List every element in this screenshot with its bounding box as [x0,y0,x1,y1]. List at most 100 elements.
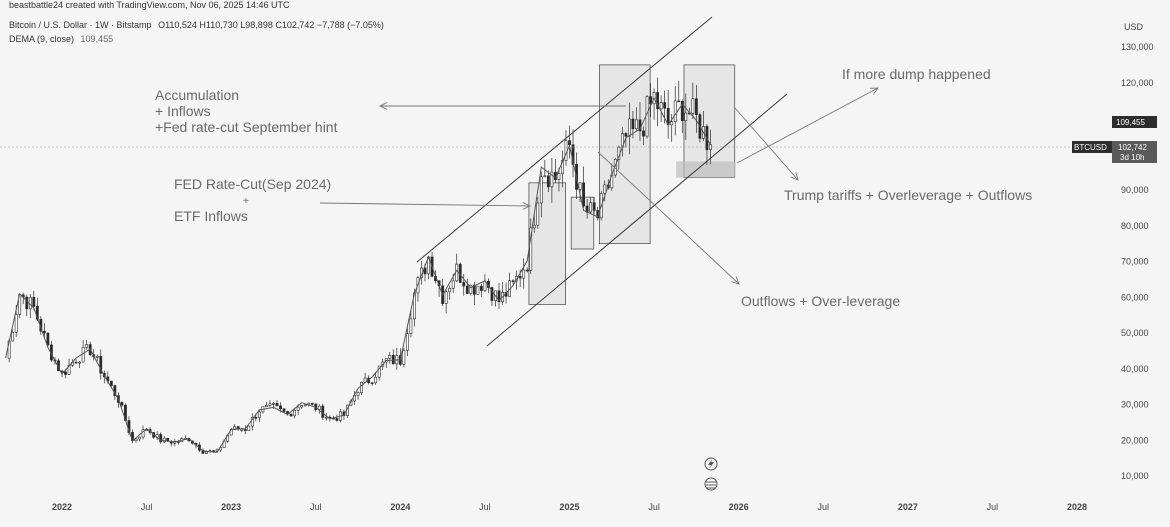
candle-body [289,413,293,417]
candle-body [74,361,78,364]
time-tick-label: Jul [817,502,829,512]
candle-body [321,405,325,418]
time-tick-label: 2026 [729,502,749,512]
arrow-dump-head [869,87,879,95]
time-tick-label: Jul [479,502,491,512]
candle-body [388,355,392,359]
candle-body [465,285,469,294]
candle-body [296,406,300,411]
candle-body [360,381,363,393]
attribution-text: beastbattle24 created with TradingView.c… [9,0,290,10]
candle-body [272,403,275,405]
candle-body [405,333,409,351]
time-tick-label: 2028 [1067,502,1087,512]
candle-body [32,297,36,307]
candle-body [522,269,526,279]
candle-body [451,280,455,289]
candle-body [564,140,568,161]
candle-body [635,119,638,130]
candle-body [529,227,533,271]
candle-body [324,416,328,419]
candle-body [649,96,652,105]
candle-body [95,356,99,358]
annotation-arrows [319,87,879,285]
candle-body [469,284,473,294]
indicator-name[interactable]: DEMA (9, close) [9,34,75,44]
symbol-title[interactable]: Bitcoin / U.S. Dollar · 1W · Bitstamp [9,20,152,30]
trend-channel [416,16,788,347]
symbol-header[interactable]: Bitcoin / U.S. Dollar · 1W · Bitstamp O1… [9,20,384,30]
candle-body [335,418,339,421]
countdown-tag: 3d 10h [1120,153,1144,162]
candle-body [402,349,406,365]
candle-body [589,202,593,213]
candle-body [444,291,448,304]
candle-body [479,285,483,291]
candle-body [159,434,163,443]
highlight-box [598,64,651,245]
candle-body [233,426,237,430]
candle-body [99,356,103,374]
flag-icon[interactable] [704,477,718,491]
annotation-accumulation-2: + Inflows [155,103,211,119]
time-tick-label: Jul [648,502,660,512]
lightning-icon[interactable] [704,457,718,471]
price-tick-label: 20,000 [1121,435,1149,445]
candle-body [240,429,244,431]
price-tags: 109,455 BTCUSD 102,742 3d 10h [1072,116,1157,163]
price-tick-label: 60,000 [1121,292,1149,302]
candle-body [78,361,82,364]
candle-body [656,92,660,110]
candle-body [138,436,141,440]
candle-body [582,182,585,207]
arrow-trump-head [790,172,799,181]
lightning-glyph [708,459,714,469]
candle-body [14,314,18,333]
arrow-accumulation-head [378,102,388,110]
candle-body [680,101,684,121]
price-tick-label: 10,000 [1121,471,1149,481]
time-tick-label: 2024 [390,502,410,512]
indicator-value: 109,455 [80,34,114,44]
candle-body [356,392,360,396]
candle-body [377,365,381,378]
candle-body [293,409,297,417]
candle-body [42,330,46,334]
tv-icons[interactable] [704,457,718,491]
time-tick-label: 2027 [898,502,918,512]
candle-body [374,376,378,384]
candle-body [536,202,540,226]
time-tick-label: 2022 [52,502,72,512]
candle-body [539,176,543,204]
price-axis[interactable]: 130,000 120,000 90,000 80,000 70,000 60,000 50… [1121,42,1154,481]
candle-body [275,403,279,407]
candle-body [532,224,536,229]
time-axis[interactable]: 2022 Jul 2023 Jul 2024 Jul 2025 Jul 2026 Jul 2027 J… [52,502,1087,512]
candle-body [557,173,561,180]
candle-body [201,449,205,454]
time-tick-label: Jul [310,502,322,512]
highlight-box [683,64,736,178]
price-tick-label: 130,000 [1121,42,1154,52]
candle-body [257,411,261,419]
candle-body [550,171,554,188]
candle-body [409,318,413,335]
candle-body [162,437,166,443]
candle-body [663,102,667,109]
close-price-tag: 102,742 [1118,143,1147,152]
time-tick-label: Jul [987,502,999,512]
candle-body [268,403,272,406]
close-price-tag-bg [1112,141,1157,163]
candle-body [659,102,663,110]
candle-body [243,429,247,431]
candle-body [624,133,628,137]
candle-body [282,408,286,412]
candle-body [691,98,695,114]
price-tick-label: 80,000 [1121,221,1149,231]
candle-body [497,290,501,303]
arrow-fed [319,202,531,207]
indicator-header[interactable]: DEMA (9, close) 109,455 [9,34,113,44]
candle-body [525,269,529,272]
